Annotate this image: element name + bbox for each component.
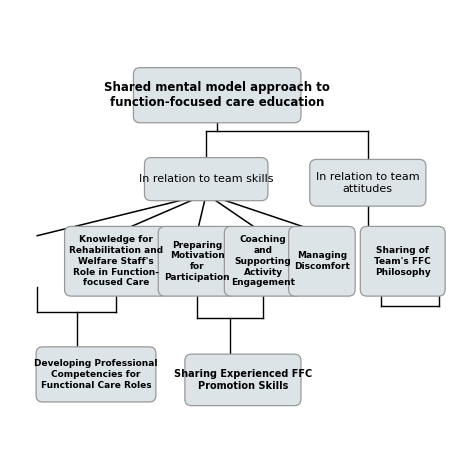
Text: Knowledge for
Rehabilitation and
Welfare Staff's
Role in Function-
focused Care: Knowledge for Rehabilitation and Welfare… [69,235,163,287]
FancyBboxPatch shape [64,227,168,296]
FancyBboxPatch shape [185,354,301,406]
Text: Coaching
and
Supporting
Activity
Engagement: Coaching and Supporting Activity Engagem… [231,235,295,287]
Text: Shared mental model approach to
function-focused care education: Shared mental model approach to function… [104,81,330,109]
Text: Sharing of
Team's FFC
Philosophy: Sharing of Team's FFC Philosophy [374,246,431,276]
Text: Managing
Discomfort: Managing Discomfort [294,251,350,271]
Text: Sharing Experienced FFC
Promotion Skills: Sharing Experienced FFC Promotion Skills [174,369,312,391]
FancyBboxPatch shape [145,158,268,201]
FancyBboxPatch shape [289,227,355,296]
FancyBboxPatch shape [134,68,301,123]
Text: Developing Professional
Competencies for
Functional Care Roles: Developing Professional Competencies for… [34,359,158,390]
FancyBboxPatch shape [36,347,156,402]
Text: In relation to team
attitudes: In relation to team attitudes [316,172,419,194]
FancyBboxPatch shape [158,227,236,296]
Text: Preparing
Motivation
for
Participation: Preparing Motivation for Participation [164,241,230,282]
Text: In relation to team skills: In relation to team skills [139,174,273,184]
FancyBboxPatch shape [224,227,302,296]
FancyBboxPatch shape [310,159,426,206]
FancyBboxPatch shape [360,227,445,296]
